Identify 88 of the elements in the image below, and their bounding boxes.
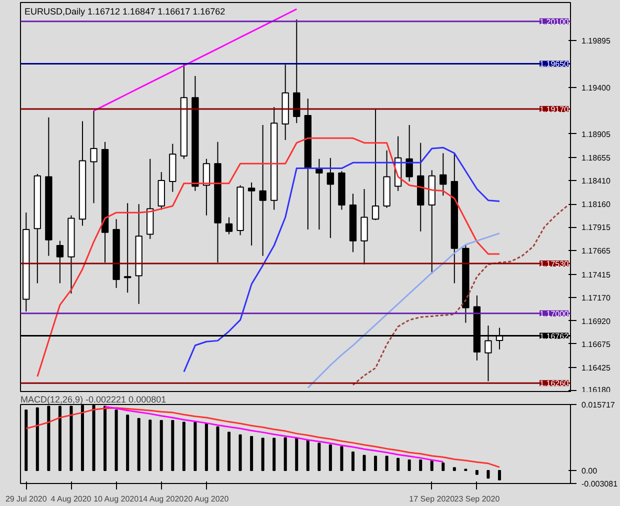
y-tick-label: 1.17665 xyxy=(582,246,611,256)
y-tick-label: 1.16920 xyxy=(582,316,611,326)
bar xyxy=(419,460,422,472)
bar xyxy=(227,432,231,472)
ref-line-label: 1.19170 xyxy=(540,104,570,114)
x-tick-label: 17 Sep 2020 xyxy=(409,494,456,504)
y-tick-label: 0.015717 xyxy=(582,400,616,410)
bar xyxy=(36,407,39,472)
y-tick-label: 1.17415 xyxy=(582,270,611,280)
bar xyxy=(486,470,490,479)
bar xyxy=(374,456,378,472)
y-tick-label: 1.19895 xyxy=(582,36,611,46)
candlestick xyxy=(90,110,98,204)
bar xyxy=(385,456,388,472)
candlestick xyxy=(326,157,334,239)
bar xyxy=(261,438,264,472)
y-tick-label: 0.00 xyxy=(582,466,598,476)
bar xyxy=(340,446,344,472)
candlestick xyxy=(202,158,210,216)
bar xyxy=(430,460,434,472)
y-tick-label: 1.18655 xyxy=(582,153,611,162)
bar xyxy=(126,414,130,472)
ref-line-label: 1.19650 xyxy=(540,60,570,69)
bar xyxy=(396,458,400,472)
bar xyxy=(475,470,478,475)
line-series xyxy=(352,205,568,386)
y-tick-label: 1.19400 xyxy=(582,83,611,92)
y-tick-label: 1.17915 xyxy=(582,223,611,232)
x-tick-label: 29 Jul 2020 xyxy=(5,494,48,504)
bar xyxy=(295,437,298,472)
line-series xyxy=(183,146,500,373)
candlestick xyxy=(56,240,64,284)
y-tick-label: 1.18410 xyxy=(582,176,611,186)
bar xyxy=(362,454,366,472)
bar xyxy=(148,420,152,472)
line-series xyxy=(36,137,500,378)
x-tick-label: 23 Sep 2020 xyxy=(454,494,500,504)
bar xyxy=(194,422,197,472)
line-series xyxy=(104,406,444,462)
bar xyxy=(284,437,287,472)
bar xyxy=(498,470,502,480)
ref-line-label: 1.16260 xyxy=(540,379,570,388)
y-tick-label: 1.16675 xyxy=(582,340,611,349)
x-tick-label: 14 Aug 2020 xyxy=(138,494,184,504)
bar xyxy=(408,460,411,472)
bar xyxy=(452,467,456,472)
y-tick-label: 1.18160 xyxy=(582,200,611,210)
ref-line-label: 1.17530 xyxy=(540,259,570,268)
candlestick xyxy=(293,18,300,124)
x-tick-label: 20 Aug 2020 xyxy=(184,494,230,504)
y-tick-label: 1.17170 xyxy=(582,293,611,302)
candlestick xyxy=(259,124,266,256)
candlestick xyxy=(372,108,380,221)
bar xyxy=(171,420,174,472)
candlestick xyxy=(248,182,256,246)
line-series xyxy=(307,232,500,389)
bar xyxy=(182,422,186,472)
candlestick xyxy=(124,202,132,294)
bar xyxy=(272,438,276,472)
ref-line-label: 1.20100 xyxy=(540,17,570,26)
y-tick-label: -0.003081 xyxy=(582,480,618,488)
chart-title: MACD(12,26,9) -0.002221 0.000801 xyxy=(20,394,166,404)
candlestick xyxy=(360,188,368,265)
bar xyxy=(351,452,354,472)
ref-line-label: 1.16762 xyxy=(540,332,570,341)
candlestick xyxy=(316,158,323,230)
chart-title: EURUSD,Daily 1.16712 1.16847 1.16617 1.16762 xyxy=(24,6,226,16)
bar xyxy=(216,426,220,472)
x-tick-label: 10 Aug 2020 xyxy=(94,494,140,504)
candlestick xyxy=(440,152,447,196)
bar xyxy=(250,436,254,472)
bar xyxy=(114,410,118,472)
bar xyxy=(306,440,310,472)
line-series xyxy=(25,407,500,468)
bar xyxy=(160,420,163,472)
candlestick xyxy=(225,216,233,235)
bar xyxy=(442,462,445,472)
bar xyxy=(318,442,321,472)
y-tick-label: 1.18905 xyxy=(582,130,611,139)
x-tick-label: 4 Aug 2020 xyxy=(50,494,92,504)
candlestick xyxy=(406,124,413,182)
bar xyxy=(204,422,208,472)
bar xyxy=(137,418,140,472)
bar xyxy=(328,444,332,472)
ref-line-label: 1.17000 xyxy=(540,309,570,318)
y-tick-label: 1.16425 xyxy=(582,364,611,373)
bar xyxy=(238,434,242,472)
bar xyxy=(24,410,28,472)
